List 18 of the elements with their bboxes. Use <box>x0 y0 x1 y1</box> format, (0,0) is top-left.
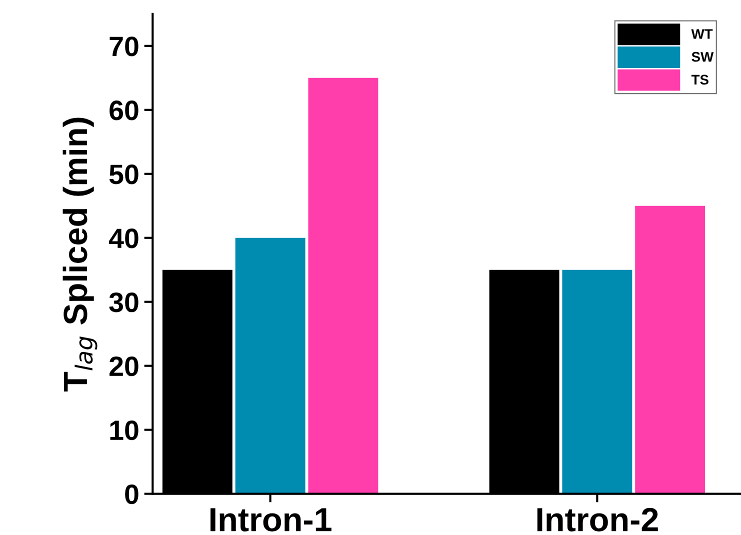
bar <box>562 270 632 494</box>
y-tick-label: 70 <box>110 36 138 56</box>
y-tick-label: 40 <box>108 228 138 248</box>
y-tick-label: 20 <box>110 356 138 376</box>
y-tick-label: 30 <box>109 292 138 312</box>
legend-label: WT <box>691 29 713 39</box>
y-tick-label: 10 <box>110 420 138 440</box>
y-tick-label: 60 <box>110 100 138 120</box>
y-tick-label: 50 <box>109 164 138 184</box>
y-axis-title: T$_{lag}$ Spliced (min) <box>62 118 98 392</box>
bar <box>308 78 378 494</box>
x-tick-label: Intron-2 <box>537 508 658 532</box>
bar <box>235 238 306 494</box>
legend-label: SW <box>692 52 714 62</box>
x-tick-label: Intron-1 <box>210 508 332 532</box>
y-tick-label: 0 <box>125 484 138 504</box>
legend-label: TS <box>691 74 708 85</box>
bar <box>635 206 706 494</box>
